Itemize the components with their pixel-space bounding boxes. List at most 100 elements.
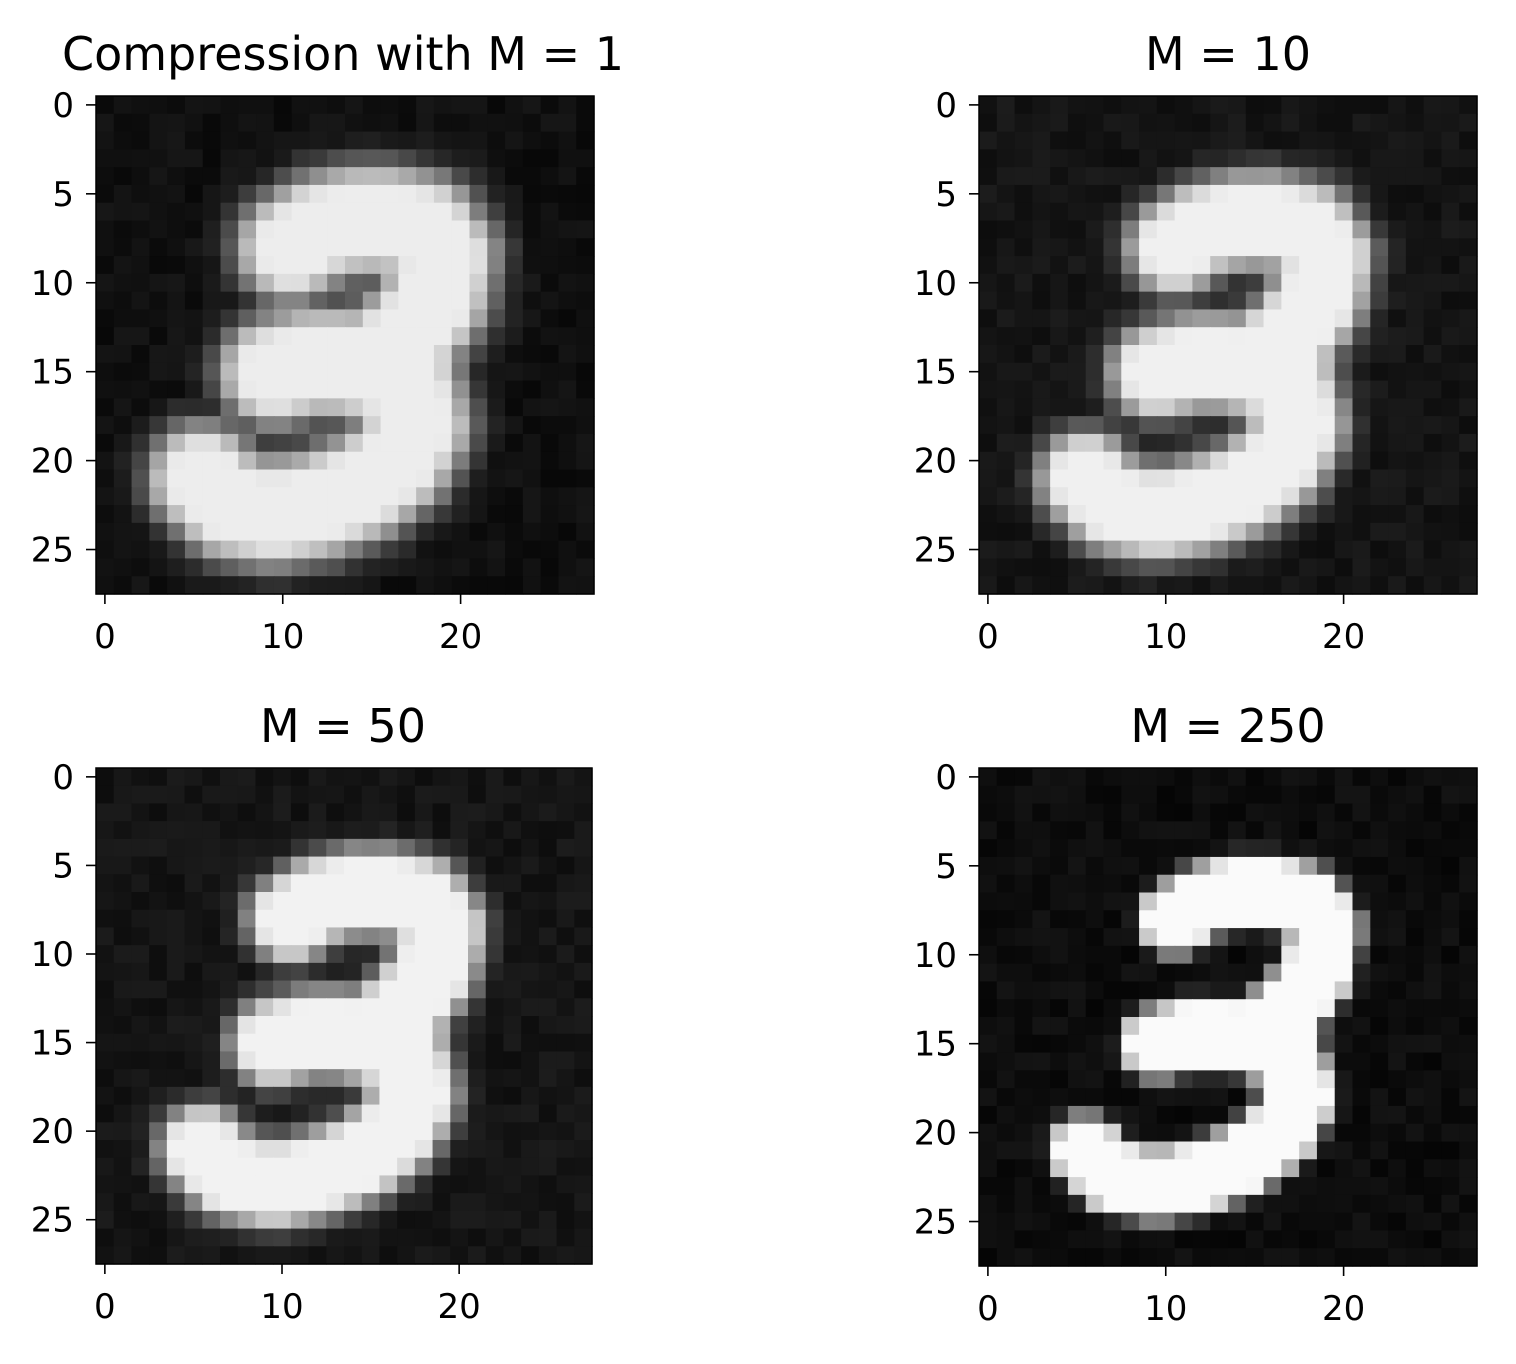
heatmap-cell	[1014, 576, 1033, 595]
heatmap-cell	[273, 874, 292, 893]
heatmap-cell	[556, 1228, 575, 1247]
heatmap-cell	[345, 522, 364, 542]
heatmap-cell	[1316, 487, 1336, 506]
heatmap-cell	[1085, 96, 1105, 115]
heatmap-cell	[1352, 856, 1371, 876]
heatmap-cell	[1032, 380, 1051, 399]
heatmap-cell	[503, 1122, 522, 1141]
heatmap-cell	[1334, 558, 1354, 577]
heatmap-cell	[1299, 1088, 1318, 1107]
heatmap-cell	[1370, 345, 1389, 364]
heatmap-cell	[397, 1069, 416, 1088]
heatmap-cell	[1245, 540, 1265, 560]
heatmap-cell	[1085, 1123, 1105, 1143]
heatmap-cell	[1156, 945, 1176, 965]
heatmap-cell	[538, 838, 558, 858]
heatmap-cell	[505, 96, 524, 115]
heatmap-cell	[149, 345, 168, 364]
heatmap-cell	[202, 1228, 221, 1247]
heatmap-cell	[1139, 469, 1158, 488]
heatmap-cell	[273, 540, 293, 560]
heatmap-cell	[1423, 1070, 1443, 1089]
heatmap-cell	[361, 1228, 381, 1247]
heatmap-cell	[1228, 785, 1247, 805]
heatmap-cell	[1316, 558, 1336, 577]
heatmap-cell	[1139, 1212, 1158, 1232]
heatmap-cell	[1405, 999, 1425, 1018]
heatmap-cell	[1067, 803, 1087, 822]
heatmap-cell	[540, 469, 560, 488]
heatmap-cell	[1014, 487, 1033, 506]
heatmap-cell	[540, 522, 560, 542]
heatmap-cell	[540, 131, 560, 150]
heatmap-cell	[1299, 167, 1318, 186]
heatmap-cell	[469, 167, 488, 186]
heatmap-cell	[1210, 1088, 1229, 1107]
heatmap-cell	[273, 892, 292, 911]
heatmap-cell	[1228, 945, 1247, 965]
heatmap-cell	[521, 1246, 540, 1265]
heatmap-cell	[485, 1140, 505, 1159]
heatmap-cell	[1334, 256, 1354, 275]
heatmap-cell	[202, 945, 221, 964]
heatmap-cell	[450, 1086, 469, 1106]
heatmap-cell	[1192, 945, 1211, 965]
heatmap-cell	[1441, 785, 1460, 805]
heatmap-cell	[291, 256, 311, 275]
heatmap-cell	[255, 1051, 274, 1070]
heatmap-cell	[344, 821, 363, 840]
heatmap-cell	[979, 928, 998, 947]
heatmap-cell	[1210, 167, 1229, 186]
heatmap-cell	[1405, 433, 1425, 453]
heatmap-cell	[1299, 256, 1318, 275]
heatmap-cell	[503, 1104, 522, 1123]
heatmap-cell	[1263, 309, 1282, 328]
heatmap-cell	[1441, 1230, 1460, 1249]
heatmap-cell	[131, 487, 150, 506]
heatmap-cell	[1228, 1052, 1247, 1071]
heatmap-cell	[380, 273, 399, 293]
heatmap-cell	[1085, 540, 1105, 560]
heatmap-cell	[184, 167, 204, 186]
heatmap-cell	[469, 149, 488, 168]
heatmap-cell	[149, 909, 168, 929]
heatmap-cell	[1103, 558, 1122, 577]
heatmap-cell	[1139, 981, 1158, 1000]
heatmap-cell	[451, 113, 471, 133]
heatmap-cell	[433, 256, 453, 275]
heatmap-cell	[1121, 1105, 1140, 1125]
heatmap-cell	[574, 1157, 593, 1177]
heatmap-cell	[1405, 505, 1425, 524]
heatmap-cell	[1174, 487, 1194, 506]
heatmap-cell	[1174, 256, 1194, 275]
heatmap-cell	[1316, 202, 1336, 222]
heatmap-cell	[1388, 1105, 1407, 1125]
heatmap-cell	[255, 1210, 274, 1230]
heatmap-cell	[96, 1051, 115, 1070]
heatmap-cell	[220, 1069, 239, 1088]
heatmap-cell	[1352, 398, 1371, 417]
heatmap-cell	[220, 1246, 239, 1265]
heatmap-cell	[485, 980, 505, 999]
heatmap-cell	[1370, 856, 1389, 876]
heatmap-cell	[1281, 945, 1300, 965]
heatmap-cell	[1281, 874, 1300, 894]
heatmap-cell	[1156, 362, 1176, 382]
heatmap-cell	[1228, 522, 1247, 542]
heatmap-cell	[1370, 380, 1389, 399]
heatmap-cell	[1405, 963, 1425, 983]
heatmap-cell	[220, 945, 239, 964]
heatmap-cell	[979, 558, 998, 577]
heatmap-cell	[1352, 1034, 1371, 1054]
heatmap-cell	[1299, 113, 1318, 133]
heatmap-cell	[1121, 522, 1140, 542]
heatmap-cell	[469, 451, 488, 471]
heatmap-cell	[96, 1104, 115, 1123]
heatmap-cell	[1228, 238, 1247, 257]
heatmap-cell	[503, 1157, 522, 1177]
heatmap-cell	[1263, 576, 1282, 595]
heatmap-cell	[1192, 1230, 1211, 1249]
heatmap-cell	[1388, 505, 1407, 524]
heatmap-cell	[309, 220, 328, 239]
heatmap-cell	[96, 202, 115, 222]
